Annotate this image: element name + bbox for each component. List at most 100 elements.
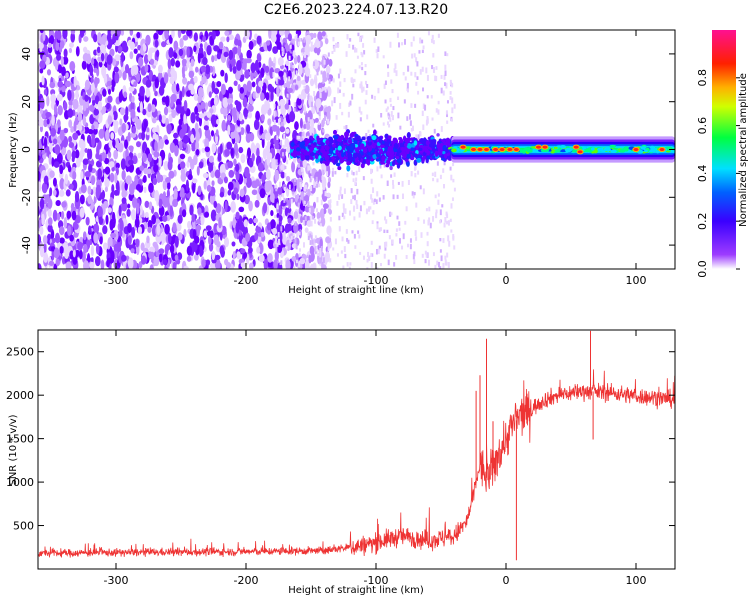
heatmap-cell [80,184,87,194]
heatmap-cell [401,42,404,46]
heatmap-cell [240,153,246,164]
heatmap-cell [158,85,165,96]
heatmap-cell [204,146,210,153]
heatmap-cell [363,200,366,206]
heatmap-cell [313,91,316,97]
heatmap-cell [229,102,233,110]
heatmap-cell [447,262,450,268]
heatmap-cell [379,263,382,267]
heatmap-cell [157,64,163,74]
heatmap-cell [370,178,373,184]
heatmap-cell [178,140,183,151]
heatmap-cell [295,259,298,264]
heatmap-cell [282,48,285,55]
heatmap-cell [230,123,235,133]
heatmap-cell [121,122,126,133]
heatmap-cell [250,62,256,74]
heatmap-cell [256,35,262,45]
heatmap-cell [57,105,63,116]
heatmap-cell [382,195,385,200]
heatmap-cell [318,183,321,188]
heatmap-cell [426,231,429,236]
heatmap-cell [451,107,454,114]
heatmap-cell [211,250,216,261]
heatmap-cell [364,71,367,76]
heatmap-cell [57,80,64,88]
heatmap-cell [309,215,312,220]
heatmap-cell [352,171,355,176]
heatmap-cell [210,209,217,222]
heatmap-cell [411,53,414,59]
heatmap-cell [410,103,413,108]
heatmap-cell [419,69,422,75]
heatmap-cell [422,87,425,92]
heatmap-cell [300,38,303,42]
heatmap-cell [300,183,303,188]
heatmap-cell [361,136,366,141]
heatmap-cell [225,262,232,269]
heatmap-cell [453,103,456,109]
heatmap-cell [211,180,215,187]
heatmap-cell [386,159,391,166]
heatmap-cell [191,213,196,223]
heatmap-cell [276,135,279,140]
heatmap-cell [162,259,168,265]
heatmap-cell [365,208,368,215]
heatmap-cell [380,174,383,179]
heatmap-cell [142,152,147,163]
heatmap-cell [50,127,57,137]
heatmap-cell [60,56,64,67]
heatmap-cell [240,248,246,254]
heatmap-cell [331,50,334,54]
heatmap-cell [373,37,376,43]
heatmap-cell [406,116,409,121]
heatmap-cell [182,134,190,144]
heatmap-cell [309,119,312,125]
heatmap-cell [194,253,199,261]
heatmap-cell [319,88,322,93]
heatmap-cell [183,113,187,125]
heatmap-cell [397,112,400,119]
heatmap-cell [68,119,73,129]
heatmap-cell [233,187,239,195]
heatmap-cell [376,223,379,230]
heatmap-cell [277,238,280,245]
heatmap-cell [280,139,283,146]
heatmap-cell [133,81,138,88]
heatmap-cell [391,89,394,94]
heatmap-cell [72,132,79,141]
heatmap-cell [314,235,317,239]
heatmap-cell [396,151,400,157]
heatmap-cell [295,70,298,77]
heatmap-cell [352,195,355,200]
heatmap-cell [395,233,398,237]
heatmap-cell [371,135,377,141]
heatmap-cell [366,154,370,160]
heatmap-cell [43,175,49,185]
heatmap-cell [431,172,434,177]
heatmap-cell [213,234,220,246]
heatmap-cell [67,108,74,118]
heatmap-cell [239,87,245,94]
heatmap-cell [405,206,408,212]
heatmap-cell [169,244,175,254]
heatmap-cell [294,238,297,244]
heatmap-cell [284,172,287,178]
heatmap-cell [146,235,150,244]
heatmap-cell [55,232,60,244]
heatmap-cell [403,39,406,45]
heatmap-cell [206,184,212,192]
heatmap-cell [284,165,287,170]
heatmap-cell [137,152,142,159]
heatmap-cell [362,43,365,48]
heatmap-cell [318,121,321,125]
heatmap-cell [145,86,150,98]
heatmap-cell [91,57,95,66]
heatmap-cell [282,113,285,118]
heatmap-cell [362,86,365,92]
heatmap-cell [353,194,356,201]
heatmap-cell [179,161,186,169]
heatmap-cell [432,67,435,73]
heatmap-cell [158,253,163,263]
heatmap-cell [104,186,109,193]
